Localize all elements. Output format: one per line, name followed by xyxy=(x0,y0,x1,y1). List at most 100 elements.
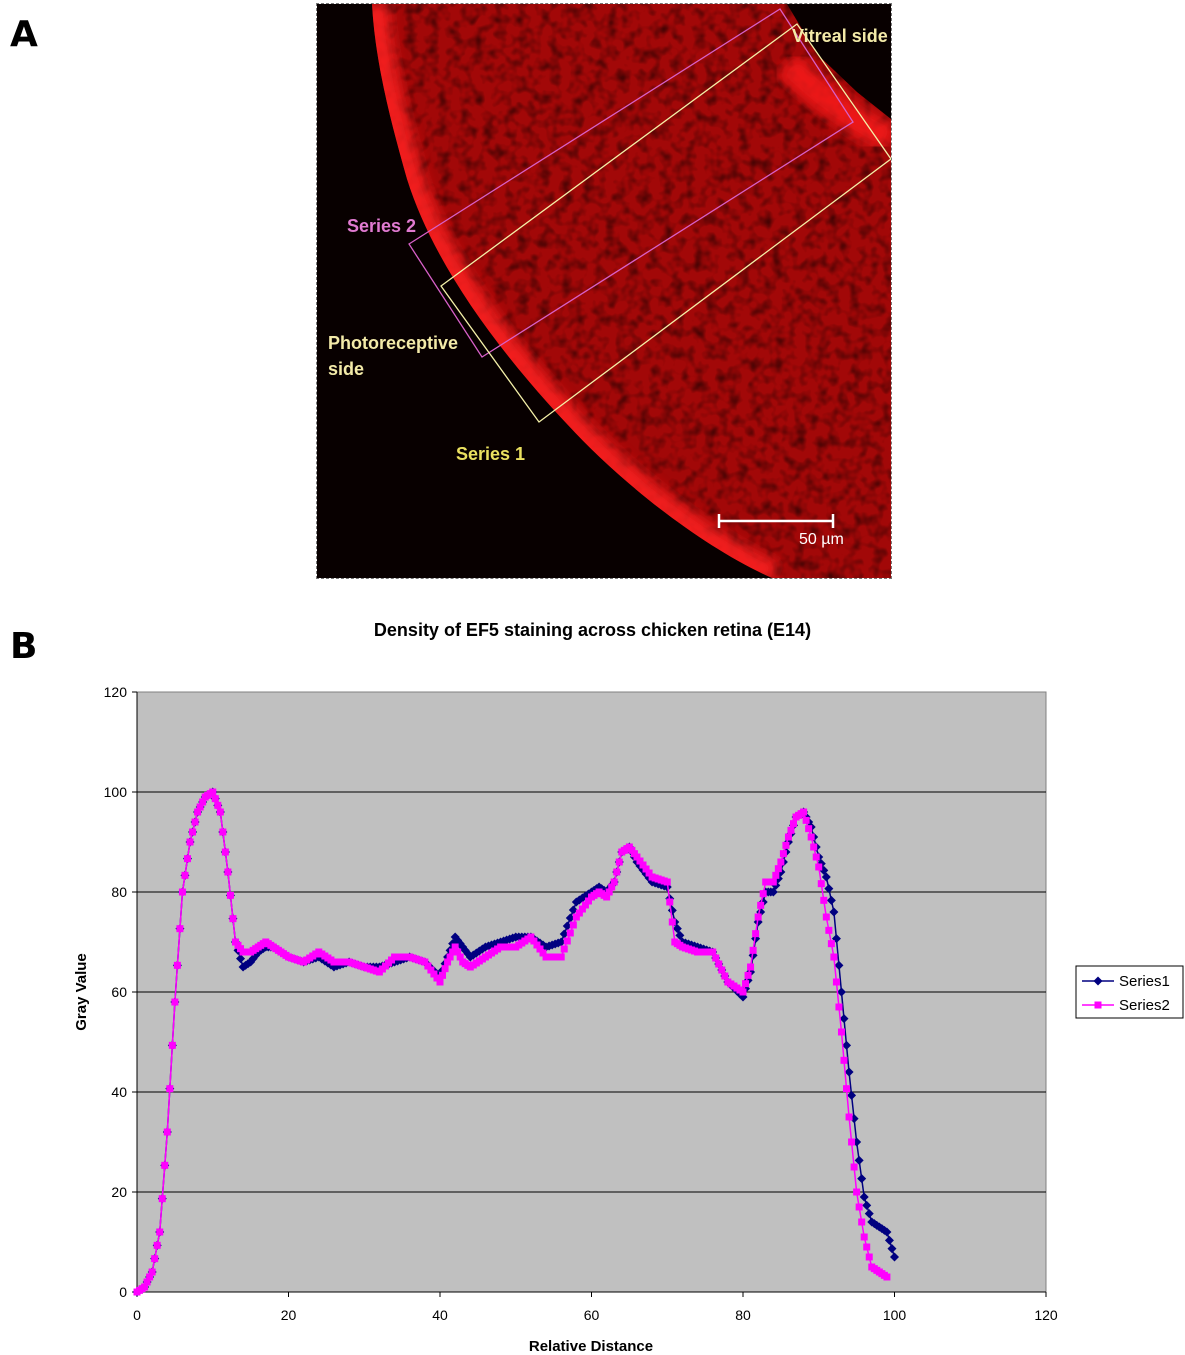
legend-marker-series1 xyxy=(1093,976,1103,986)
y-tick-label: 80 xyxy=(111,884,127,900)
data-point xyxy=(802,816,810,824)
data-point xyxy=(216,808,224,816)
legend-marker-series2 xyxy=(1094,1001,1102,1009)
data-point xyxy=(608,883,616,891)
data-point xyxy=(787,826,795,834)
data-point xyxy=(834,960,844,970)
data-point xyxy=(642,865,650,873)
data-point xyxy=(807,833,815,841)
data-point xyxy=(444,958,452,966)
data-point xyxy=(721,972,729,980)
y-tick-label: 60 xyxy=(111,984,127,1000)
data-point xyxy=(712,954,720,962)
series1-label: Series 1 xyxy=(456,444,525,464)
data-point xyxy=(171,998,179,1006)
data-point xyxy=(158,1195,166,1203)
data-point xyxy=(817,880,825,888)
data-point xyxy=(639,861,647,869)
data-point xyxy=(191,818,199,826)
data-point xyxy=(224,868,232,876)
data-point xyxy=(539,949,547,957)
data-point xyxy=(446,953,454,961)
data-point xyxy=(747,963,755,971)
data-point xyxy=(184,855,191,863)
data-point xyxy=(769,878,777,886)
y-tick-label: 20 xyxy=(111,1184,127,1200)
data-point xyxy=(772,871,780,879)
data-point xyxy=(849,1114,859,1124)
data-point xyxy=(153,1241,161,1249)
data-point xyxy=(779,850,787,858)
data-point xyxy=(840,1056,848,1064)
data-point xyxy=(837,1028,845,1036)
data-point xyxy=(815,863,823,871)
data-point xyxy=(221,848,229,856)
retina-micrograph: Vitreal side Series 2 Photoreceptive sid… xyxy=(316,3,892,579)
data-point xyxy=(161,1161,169,1169)
data-point xyxy=(666,898,674,906)
scale-bar-label: 50 µm xyxy=(799,531,844,548)
data-point xyxy=(633,853,641,861)
data-point xyxy=(810,843,818,851)
data-point xyxy=(839,1014,849,1024)
data-point xyxy=(715,960,723,968)
y-tick-labels: 0 20 40 60 80 100 120 xyxy=(104,684,128,1300)
data-point xyxy=(156,1228,164,1236)
data-point xyxy=(209,788,217,796)
data-point xyxy=(560,945,568,953)
data-point xyxy=(843,1085,851,1093)
data-point xyxy=(566,929,574,937)
data-point xyxy=(884,1235,894,1245)
data-point xyxy=(148,1268,156,1276)
data-point xyxy=(533,941,541,949)
data-point xyxy=(563,937,571,945)
data-point xyxy=(536,945,544,953)
data-point xyxy=(214,801,222,809)
data-point xyxy=(860,1233,868,1241)
data-point xyxy=(790,820,797,828)
data-point xyxy=(151,1255,159,1263)
x-tick-label: 80 xyxy=(735,1307,751,1323)
data-point xyxy=(829,907,839,917)
axes xyxy=(132,691,1047,1297)
data-point xyxy=(568,905,578,915)
data-point xyxy=(421,958,429,966)
data-point xyxy=(784,833,792,841)
legend-label-series2: Series2 xyxy=(1119,997,1170,1014)
data-point xyxy=(196,803,204,811)
data-point xyxy=(822,913,830,921)
data-point xyxy=(578,905,586,913)
data-point xyxy=(441,965,449,973)
data-point xyxy=(226,891,234,899)
data-point xyxy=(219,828,227,836)
data-point xyxy=(173,961,181,969)
data-point xyxy=(863,1243,871,1251)
data-point xyxy=(865,1253,873,1261)
x-tick-labels: 0 20 40 60 80 100 120 xyxy=(133,1307,1058,1323)
data-point xyxy=(569,921,577,929)
data-point xyxy=(456,953,464,961)
x-tick-label: 100 xyxy=(883,1307,907,1323)
photoreceptive-label-line1: Photoreceptive xyxy=(328,333,458,353)
data-point xyxy=(163,1128,171,1136)
data-point xyxy=(427,966,435,974)
y-tick-label: 40 xyxy=(111,1084,127,1100)
data-point xyxy=(836,987,846,997)
data-point xyxy=(668,918,676,926)
data-point xyxy=(672,924,682,934)
data-point xyxy=(636,857,644,865)
data-point xyxy=(559,929,569,939)
data-point xyxy=(862,1200,872,1210)
data-point xyxy=(211,795,219,803)
data-point xyxy=(855,1203,863,1211)
data-point xyxy=(603,893,611,901)
data-point xyxy=(800,808,808,816)
data-point xyxy=(718,966,726,974)
data-point xyxy=(449,948,457,956)
data-point xyxy=(439,971,447,979)
data-point xyxy=(754,913,762,921)
x-tick-label: 0 xyxy=(133,1307,141,1323)
data-point xyxy=(176,925,184,933)
panel-label-a: A xyxy=(10,14,38,55)
data-point xyxy=(199,798,207,806)
